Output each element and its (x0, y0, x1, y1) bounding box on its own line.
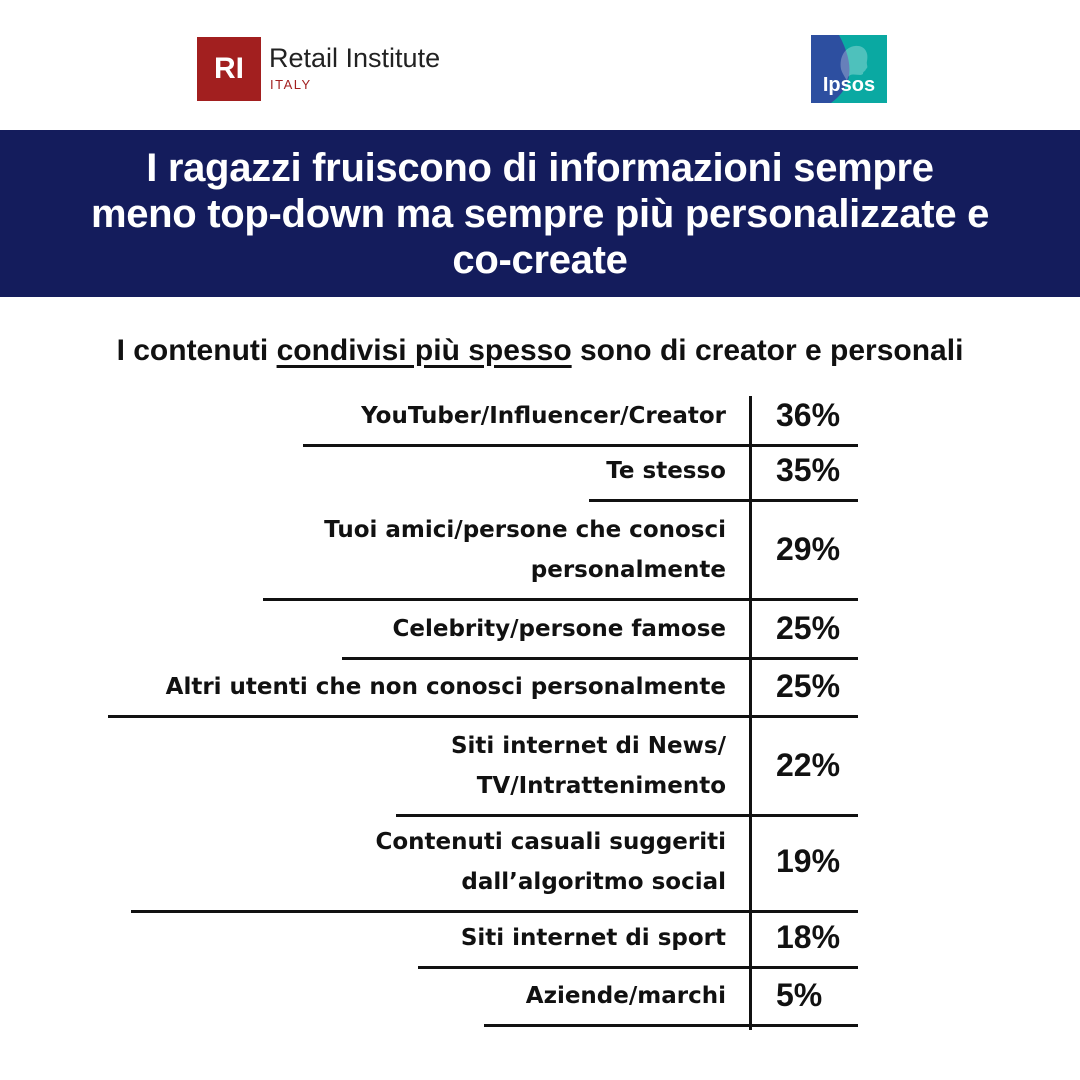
ipsos-logo-shape (811, 35, 887, 103)
row-label: Celebrity/persone famose (392, 616, 727, 642)
subtitle-text-after: sono di creator e personali (571, 334, 964, 367)
row-separator (484, 1024, 858, 1027)
head-silhouette-icon (840, 45, 868, 81)
row-separator (589, 499, 858, 502)
row-separator (303, 444, 858, 447)
row-separator (131, 910, 858, 913)
ipsos-logo: Ipsos (811, 35, 887, 103)
row-value: 25% (776, 610, 841, 646)
row-separator (418, 966, 858, 969)
row-label: YouTuber/Influencer/Creator (361, 403, 726, 429)
subtitle-text-before: I contenuti (116, 334, 277, 367)
row-value: 36% (776, 397, 841, 433)
retail-institute-logo: RI Retail Institute ITALY (197, 37, 467, 101)
row-value: 19% (776, 843, 841, 879)
row-separator (396, 814, 858, 817)
subtitle-text-underlined: condivisi più spesso (276, 334, 572, 367)
row-value: 18% (776, 919, 841, 955)
row-separator (108, 715, 858, 718)
row-label: Siti internet di News/ TV/Intratteniment… (450, 733, 726, 799)
chart-subtitle: I contenuti condivisi più spesso sono di… (0, 334, 1080, 368)
row-label: Contenuti casuali suggeriti dall’algorit… (375, 829, 727, 895)
row-separator (342, 657, 858, 660)
row-label: Tuoi amici/persone che conosci personalm… (324, 517, 726, 583)
row-value: 35% (776, 452, 841, 488)
row-separator (263, 598, 858, 601)
row-label: Altri utenti che non conosci personalmen… (165, 674, 726, 700)
row-label: Aziende/marchi (525, 983, 726, 1009)
ri-logo-name: Retail Institute (269, 43, 441, 73)
row-value: 25% (776, 668, 841, 704)
row-label: Te stesso (606, 458, 726, 484)
row-value: 22% (776, 747, 841, 783)
column-divider (749, 396, 752, 1030)
title-banner: I ragazzi fruiscono di informazioni semp… (0, 130, 1080, 297)
row-label: Siti internet di sport (460, 925, 726, 951)
ri-logo-subname: ITALY (270, 77, 312, 92)
row-value: 5% (776, 977, 823, 1013)
ipsos-logo-text: Ipsos (822, 74, 876, 96)
ri-logo-mark: RI (197, 37, 261, 101)
page-title: I ragazzi fruiscono di informazioni semp… (90, 145, 990, 282)
row-value: 29% (776, 531, 841, 567)
